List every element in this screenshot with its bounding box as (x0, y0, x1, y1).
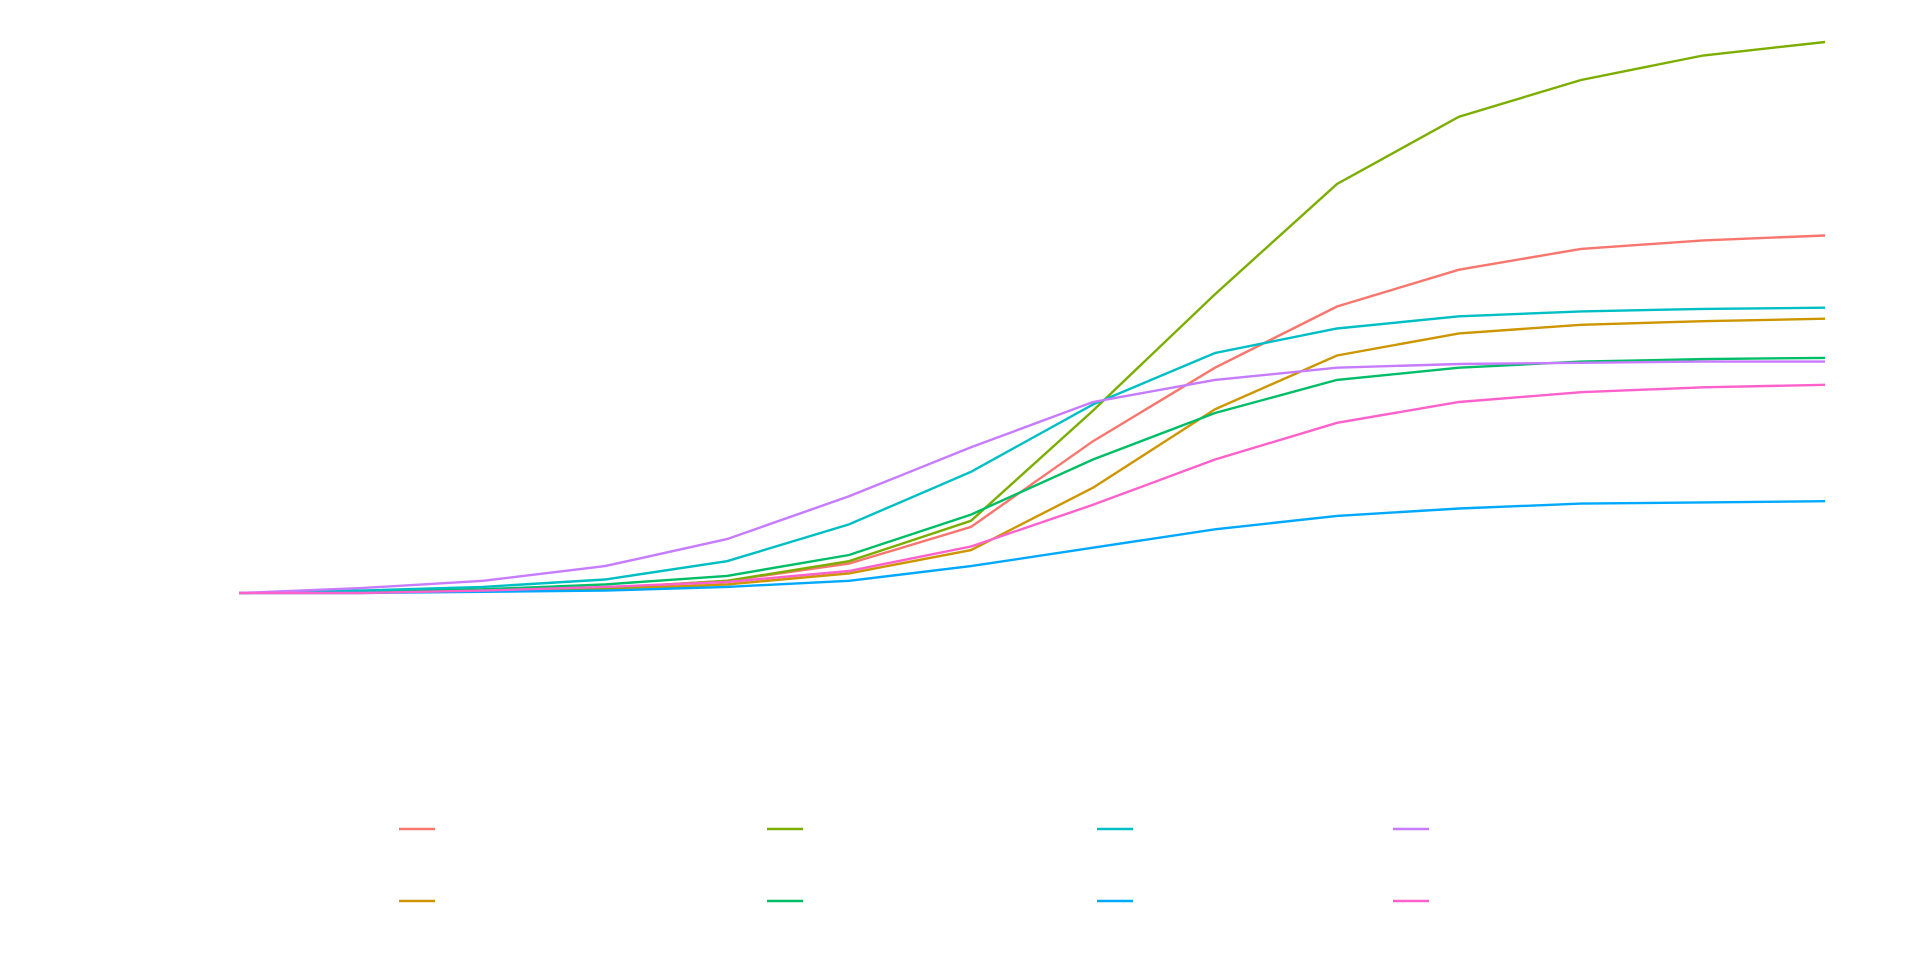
series-line (238, 360, 1825, 595)
series-line (238, 40, 1826, 595)
series-line (238, 306, 1826, 595)
series-line (238, 234, 1826, 595)
series-line (239, 383, 1826, 595)
series-line (238, 317, 1826, 595)
series-line (239, 500, 1826, 595)
